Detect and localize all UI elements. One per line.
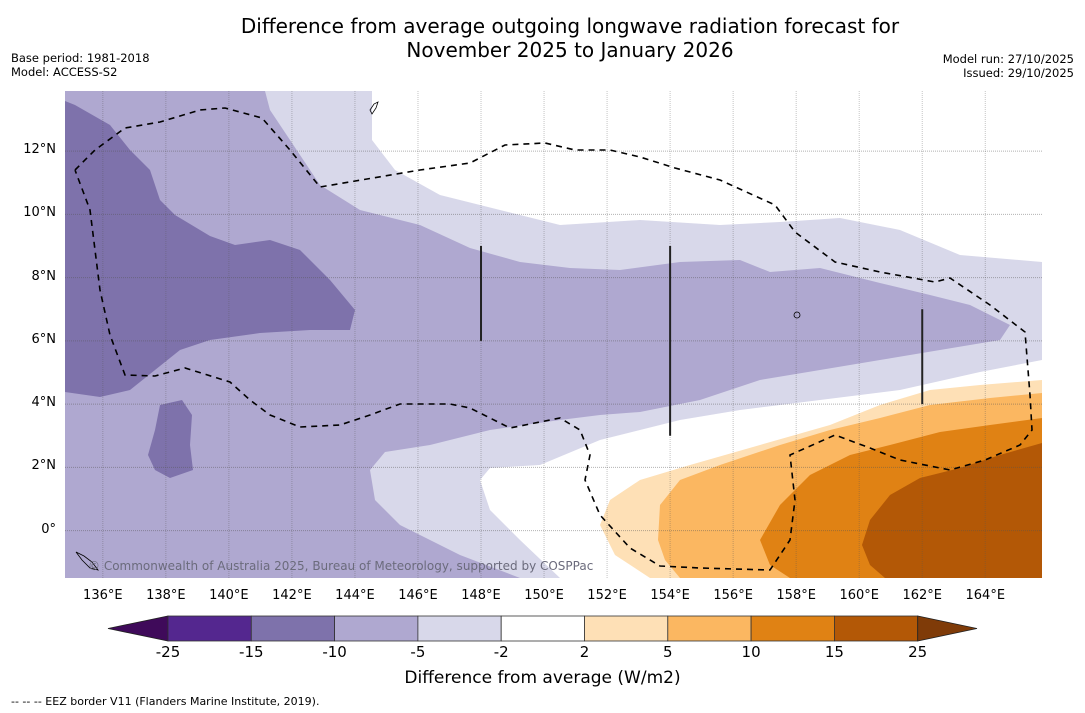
x-tick-label: 154°E <box>650 588 690 603</box>
copyright-notice: © Commonwealth of Australia 2025, Bureau… <box>88 559 594 573</box>
y-tick-label: 10°N <box>23 205 56 221</box>
colorbar-tick-label: 25 <box>908 643 928 661</box>
x-tick-label: 140°E <box>209 588 249 603</box>
issued-date: Issued: 29/10/2025 <box>963 66 1074 80</box>
island-outline <box>75 551 99 571</box>
x-tick-label: 150°E <box>524 588 564 603</box>
y-tick-label: 0° <box>41 521 56 537</box>
region-minus10-minus5 <box>65 91 1010 578</box>
colorbar-tick-label: -15 <box>239 643 264 661</box>
colorbar-tick-label: -10 <box>322 643 347 661</box>
x-tick-label: 164°E <box>965 588 1006 603</box>
x-tick-label: 158°E <box>776 588 816 603</box>
colorbar-segment <box>334 615 419 642</box>
colorbar-segment <box>584 615 669 642</box>
x-tick-label: 146°E <box>398 588 438 603</box>
x-tick-label: 142°E <box>272 588 312 603</box>
island-outline <box>793 311 801 319</box>
island-outline <box>369 101 379 115</box>
region-minus15-minus10-northwest <box>65 101 355 397</box>
x-tick-label: 138°E <box>146 588 186 603</box>
colorbar-extend-high <box>917 615 978 642</box>
x-tick-label: 152°E <box>587 588 627 603</box>
colorbar-tick-label: 2 <box>579 643 590 661</box>
colorbar-segment <box>417 615 502 642</box>
run-info: Model run: 27/10/2025 Issued: 29/10/2025 <box>943 52 1074 80</box>
y-tick-label: 4°N <box>31 395 57 411</box>
x-tick-label: 148°E <box>461 588 501 603</box>
y-tick-label: 6°N <box>31 331 57 347</box>
x-tick-label: 144°E <box>335 588 375 603</box>
x-tick-label: 156°E <box>713 588 753 603</box>
colorbar-tick-label: 5 <box>663 643 673 661</box>
colorbar-title: Difference from average (W/m2) <box>404 668 681 688</box>
colorbar-tick-label: 15 <box>824 643 844 661</box>
colorbar-segment <box>167 615 252 642</box>
eez-border-dashed <box>74 107 1033 571</box>
y-tick-label: 8°N <box>31 268 57 284</box>
colorbar-segment <box>250 615 336 642</box>
model-info: Base period: 1981-2018 Model: ACCESS-S2 <box>11 51 150 79</box>
x-tick-label: 160°E <box>839 588 879 603</box>
chart-title: Difference from average outgoing longwav… <box>0 14 1085 62</box>
colorbar-segment <box>750 615 835 642</box>
colorbar-segment <box>667 615 752 642</box>
y-tick-label: 2°N <box>31 458 57 474</box>
colorbar-segment <box>834 615 919 642</box>
colorbar-tick-label: -2 <box>493 643 509 661</box>
anomaly-map <box>65 91 1042 578</box>
colorbar-tick-label: -25 <box>155 643 181 661</box>
base-period: Base period: 1981-2018 <box>11 51 150 65</box>
x-tick-label: 162°E <box>902 588 942 603</box>
x-tick-label: 136°E <box>83 588 123 603</box>
model-run: Model run: 27/10/2025 <box>942 52 1074 66</box>
colorbar-tick-label: -5 <box>410 643 426 661</box>
colorbar-extend-low <box>107 615 169 642</box>
y-tick-label: 12°N <box>23 142 56 158</box>
eez-footnote: -- -- -- EEZ border V11 (Flanders Marine… <box>11 695 320 708</box>
colorbar-tick-label: 10 <box>741 643 761 661</box>
title-line-1: Difference from average outgoing longwav… <box>240 14 900 38</box>
model-name: Model: ACCESS-S2 <box>11 65 118 79</box>
region-minus15-minus10-cell <box>148 400 193 478</box>
colorbar-segment <box>500 615 585 642</box>
region-plus15-plus25 <box>862 443 1042 578</box>
title-line-2: November 2025 to January 2026 <box>406 38 734 62</box>
